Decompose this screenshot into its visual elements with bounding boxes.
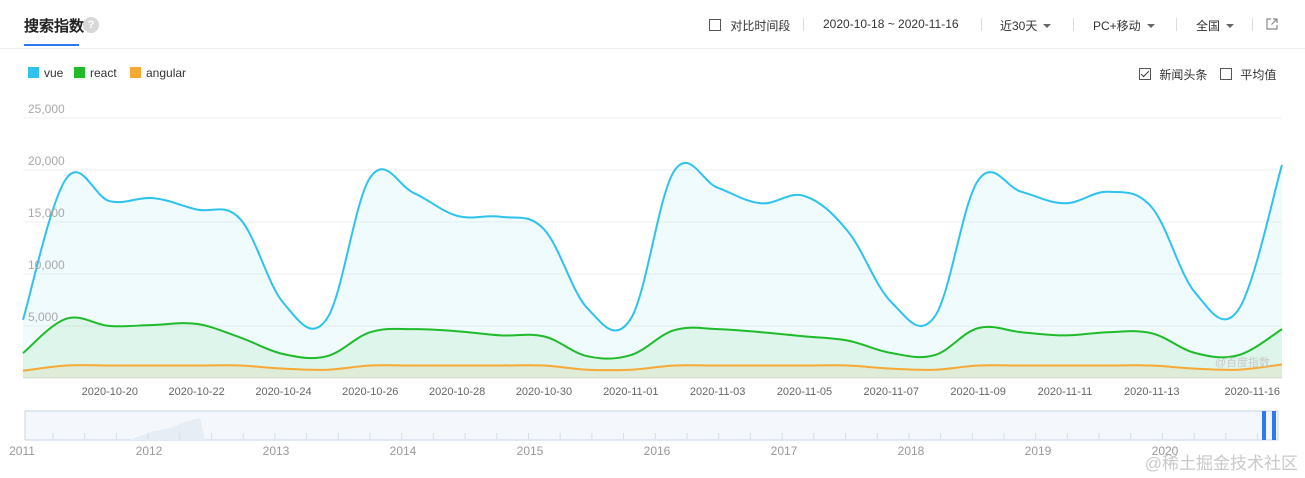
question-circle-icon[interactable]: ? [83,17,99,33]
navigator-year-label: 2012 [136,444,163,458]
legend-swatch-vue [28,67,39,78]
y-tick-label: 25,000 [28,102,65,116]
x-tick-label: 2020-10-30 [516,386,572,398]
x-tick-label: 2020-10-24 [255,386,311,398]
x-tick-label: 2020-11-07 [864,386,919,398]
period-select[interactable]: 近30天 [1000,17,1052,34]
y-tick-label: 15,000 [28,206,65,220]
divider [1176,18,1177,31]
legend-swatch-react [74,67,85,78]
y-tick-label: 5,000 [28,310,58,324]
navigator-left-handle[interactable] [1262,411,1266,440]
period-value: 近30天 [1000,19,1038,33]
divider [803,18,804,31]
date-range-picker[interactable]: 2020-10-18 ~ 2020-11-16 [823,17,959,31]
x-tick-label: 2020-10-22 [169,386,225,398]
navigator-year-label: 2015 [517,444,544,458]
x-tick-label: 2020-11-11 [1038,386,1093,398]
legend-label-angular: angular [146,66,187,80]
news-headline-toggle[interactable]: 新闻头条 [1139,66,1207,83]
navigator-year-label: 2017 [771,444,798,458]
x-tick-label: 2020-10-26 [342,386,398,398]
line-react [22,316,1283,360]
x-tick-label: 2020-11-16 [1225,386,1280,398]
news-label: 新闻头条 [1159,68,1208,82]
tab-bar: 搜索指数 ? 对比时间段 2020-10-18 ~ 2020-11-16 近30… [0,0,1305,49]
divider [1073,18,1074,31]
site-watermark: @稀土掘金技术社区 [1145,454,1298,473]
line-angular [22,363,1283,372]
navigator-year-label: 2016 [644,444,671,458]
y-tick-label: 10,000 [28,258,65,272]
active-tab-indicator [24,44,79,46]
area-angular [23,364,1282,378]
device-value: PC+移动 [1093,19,1141,33]
legend-item-react[interactable]: react [74,66,117,80]
region-value: 全国 [1196,19,1221,33]
average-toggle[interactable]: 平均值 [1220,66,1276,83]
legend-item-vue[interactable]: vue [28,66,63,80]
navigator-year-label: 2020 [1152,444,1179,458]
legend-swatch-angular [130,67,141,78]
area-vue [23,162,1282,378]
line-vue [22,162,1283,332]
average-checkbox[interactable] [1220,68,1232,80]
average-label: 平均值 [1240,68,1277,82]
navigator-year-label: 2013 [263,444,290,458]
chevron-down-icon [1226,24,1235,28]
chevron-down-icon [1043,24,1052,28]
region-select[interactable]: 全国 [1196,17,1235,34]
navigator-year-label: 2019 [1025,444,1052,458]
divider [981,18,982,31]
x-tick-label: 2020-10-28 [429,386,485,398]
x-tick-label: 2020-11-05 [777,386,832,398]
x-tick-label: 2020-11-09 [950,386,1005,398]
device-select[interactable]: PC+移动 [1093,17,1155,34]
navigator-year-label: 2018 [898,444,925,458]
x-tick-label: 2020-10-20 [82,386,138,398]
legend-item-angular[interactable]: angular [130,66,186,80]
tab-search-index[interactable]: 搜索指数 [24,18,85,35]
navigator-year-label: 2011 [9,444,35,458]
compare-checkbox[interactable] [709,19,721,31]
legend-label-react: react [90,66,117,80]
y-tick-label: 20,000 [28,154,65,168]
divider [1252,18,1253,31]
news-checkbox[interactable] [1139,68,1151,80]
x-tick-label: 2020-11-03 [690,386,745,398]
x-tick-label: 2020-11-01 [603,386,658,398]
compare-period-toggle[interactable]: 对比时间段 [709,17,790,34]
area-react [23,317,1282,378]
navigator-year-label: 2014 [390,444,417,458]
compare-label: 对比时间段 [730,19,791,33]
range-navigator[interactable] [24,410,1279,441]
external-link-icon[interactable] [1265,17,1279,31]
chevron-down-icon [1146,24,1155,28]
navigator-history-area [130,418,205,440]
baidu-index-watermark: @百度指数 [1215,355,1270,369]
x-tick-label: 2020-11-13 [1124,386,1179,398]
navigator-right-handle[interactable] [1272,411,1276,440]
legend-label-vue: vue [44,66,64,80]
